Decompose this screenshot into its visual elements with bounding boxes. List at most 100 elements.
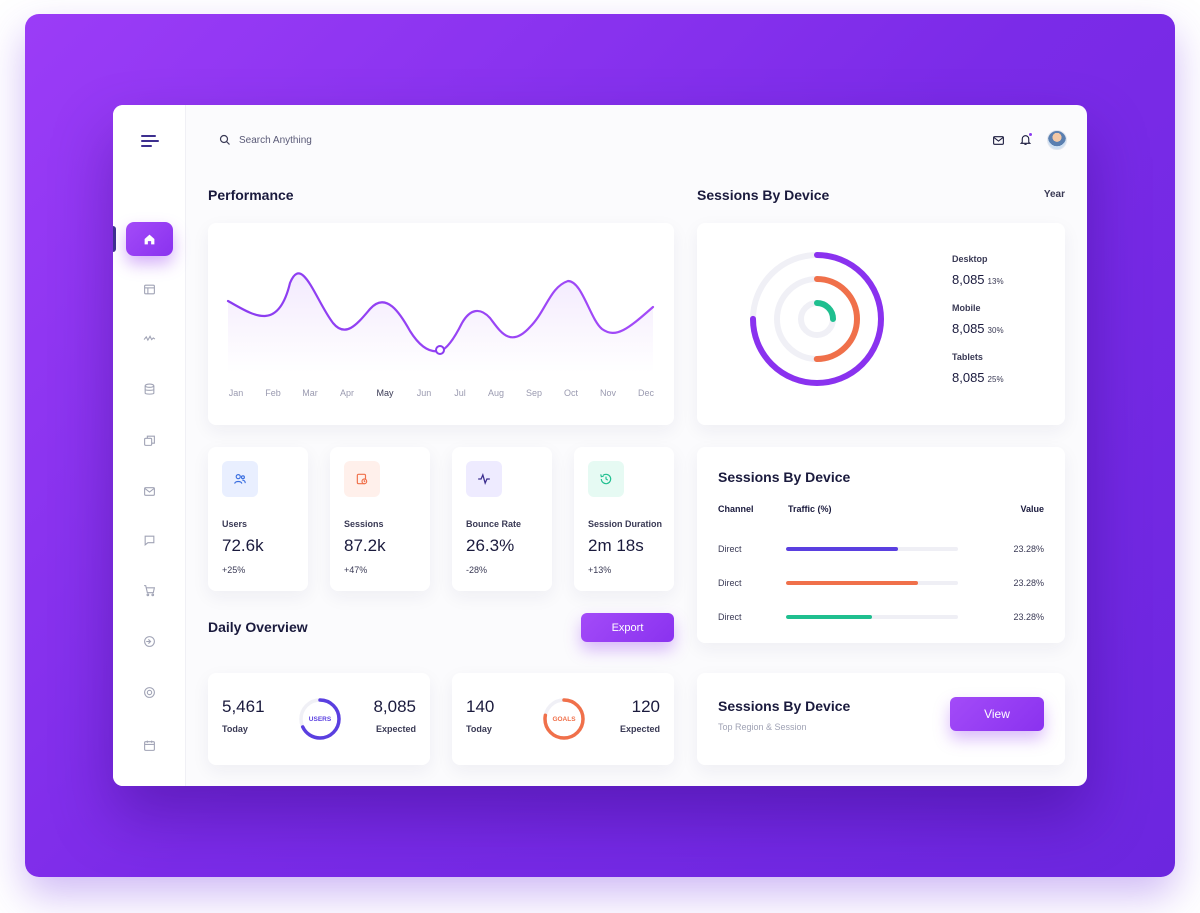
table-row-value: 23.28% xyxy=(1013,544,1044,554)
goals-ring xyxy=(543,698,585,740)
month-label: Sep xyxy=(525,388,543,398)
traffic-bar-fill xyxy=(786,581,919,585)
export-button[interactable]: Export xyxy=(581,613,674,642)
traffic-card: Sessions By Device Channel Traffic (%) V… xyxy=(697,447,1065,643)
topbar-actions xyxy=(992,130,1067,150)
today-label: Today xyxy=(466,724,492,734)
stat-change: -28% xyxy=(466,565,488,575)
stat-card-sessions[interactable]: Sessions 87.2k +47% xyxy=(330,447,430,591)
home-icon xyxy=(144,234,155,244)
legend-tablets-value: 8,085 25% xyxy=(952,370,1004,385)
device-rings xyxy=(750,252,884,386)
expected-value: 120 xyxy=(631,697,660,716)
database-icon xyxy=(144,383,155,395)
traffic-bar-fill xyxy=(786,547,898,551)
month-label-active[interactable]: May xyxy=(376,388,394,398)
logout-icon xyxy=(144,636,155,647)
period-selector[interactable]: Year xyxy=(1043,189,1065,200)
stat-label: Session Duration xyxy=(588,519,663,529)
traffic-bar-fill xyxy=(786,615,872,619)
legend-mobile-value: 8,085 30% xyxy=(952,321,1004,336)
session-icon xyxy=(344,461,380,497)
sidebar-item-mail[interactable] xyxy=(142,484,157,499)
desktop-ring xyxy=(750,252,884,386)
performance-title: Performance xyxy=(208,187,294,203)
expected-label: Expected xyxy=(619,724,660,734)
legend-mobile-name: Mobile xyxy=(952,303,981,313)
month-label: Nov xyxy=(599,388,617,398)
bell-icon xyxy=(1019,135,1032,145)
performance-area xyxy=(228,273,653,373)
menu-icon[interactable] xyxy=(141,135,159,149)
table-row-value: 23.28% xyxy=(1013,578,1044,588)
expected-value: 8,085 xyxy=(373,697,416,716)
sidebar-item-logout[interactable] xyxy=(142,634,157,649)
goals-ring-label: GOALS xyxy=(552,715,576,723)
traffic-header: Traffic (%) xyxy=(788,504,832,514)
performance-marker[interactable] xyxy=(435,345,445,355)
sidebar-item-activity[interactable] xyxy=(142,331,157,346)
month-label: Apr xyxy=(339,388,355,398)
region-card: Sessions By Device Top Region & Session xyxy=(697,673,1065,765)
pulse-icon xyxy=(466,461,502,497)
sidebar-item-cart[interactable] xyxy=(142,583,157,598)
daily-overview-title: Daily Overview xyxy=(208,619,308,635)
notifications-button[interactable] xyxy=(1019,132,1033,147)
sidebar-item-chat[interactable] xyxy=(142,533,157,548)
stat-card-bounce-rate[interactable]: Bounce Rate 26.3% -28% xyxy=(452,447,552,591)
layout-icon xyxy=(144,284,155,295)
users-ring xyxy=(299,698,341,740)
month-label: Oct xyxy=(563,388,579,398)
traffic-bar xyxy=(786,615,958,619)
sidebar-item-database[interactable] xyxy=(142,382,157,397)
stat-value: 72.6k xyxy=(222,536,264,555)
stat-change: +47% xyxy=(344,565,368,575)
cart-icon xyxy=(144,585,156,597)
mail-icon xyxy=(144,487,155,496)
legend-desktop-name: Desktop xyxy=(952,254,988,264)
notification-badge xyxy=(1028,132,1033,137)
sidebar-item-copy[interactable] xyxy=(142,433,157,448)
performance-line xyxy=(226,272,655,353)
value-header: Value xyxy=(1020,504,1044,514)
table-row-channel: Direct xyxy=(718,612,742,622)
search-icon xyxy=(219,134,230,145)
month-label: Jan xyxy=(228,388,244,398)
copy-icon xyxy=(144,435,155,446)
sessions-device-title: Sessions By Device xyxy=(697,187,830,203)
clock-icon xyxy=(588,461,624,497)
mail-icon[interactable] xyxy=(992,134,1005,147)
sidebar-item-layout[interactable] xyxy=(142,282,157,297)
activity-icon xyxy=(143,335,156,342)
channel-header: Channel xyxy=(718,504,754,514)
view-button[interactable]: View xyxy=(950,697,1044,731)
stat-change: +25% xyxy=(222,565,246,575)
traffic-bar xyxy=(786,581,958,585)
month-label: Feb xyxy=(265,388,281,398)
dashboard-window: Search Anything Performance Jan Feb Ma xyxy=(113,105,1087,786)
performance-chart xyxy=(226,272,655,373)
avatar[interactable] xyxy=(1047,130,1067,150)
tablets-ring xyxy=(798,300,836,338)
today-value: 5,461 xyxy=(222,697,265,716)
sidebar-item-home[interactable] xyxy=(126,222,173,256)
today-label: Today xyxy=(222,724,248,734)
search-placeholder[interactable]: Search Anything xyxy=(239,134,312,146)
search-bar[interactable]: Search Anything xyxy=(219,134,312,146)
stat-value: 87.2k xyxy=(344,536,386,555)
sidebar-item-calendar[interactable] xyxy=(142,738,157,753)
stat-label: Sessions xyxy=(344,519,384,529)
users-ring-label: USERS xyxy=(308,715,332,723)
sidebar-item-target[interactable] xyxy=(142,685,157,700)
stat-label: Bounce Rate xyxy=(466,519,522,529)
traffic-bar xyxy=(786,547,958,551)
stat-value: 2m 18s xyxy=(588,536,644,555)
table-row-channel: Direct xyxy=(718,544,742,554)
stat-card-session-duration[interactable]: Session Duration 2m 18s +13% xyxy=(574,447,674,591)
legend-desktop-value: 8,085 13% xyxy=(952,272,1004,287)
month-label: Aug xyxy=(487,388,505,398)
month-label: Jun xyxy=(416,388,432,398)
sidebar xyxy=(113,105,186,786)
stat-card-users[interactable]: Users 72.6k +25% xyxy=(208,447,308,591)
target-icon xyxy=(144,687,155,698)
